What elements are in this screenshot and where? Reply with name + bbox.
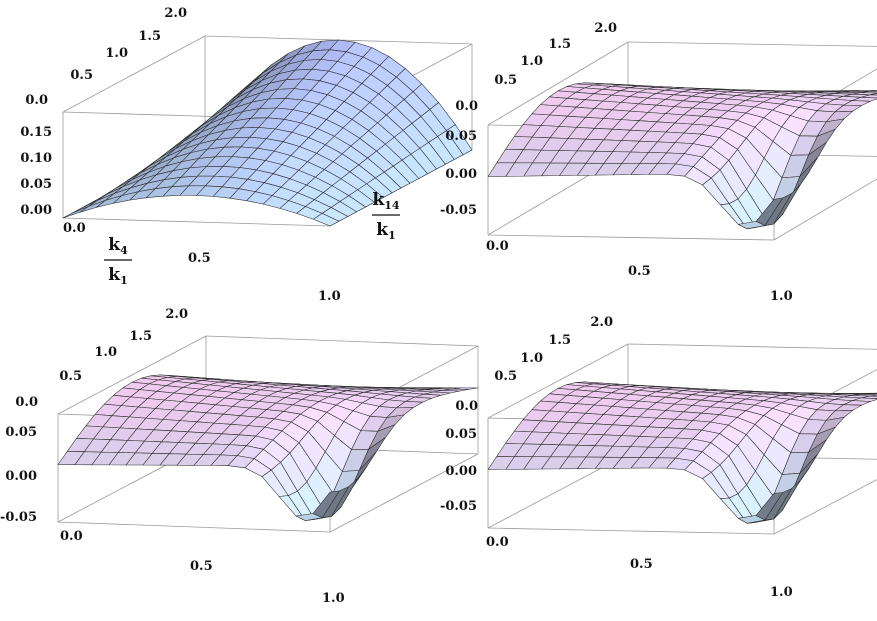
x-tick-label: 1.0 <box>318 289 341 304</box>
x-tick-label: 1.0 <box>770 289 793 304</box>
y-tick-label: 1.5 <box>129 329 152 344</box>
x-tick-label: 1.0 <box>770 585 793 600</box>
z-tick-label: -0.05 <box>440 499 477 514</box>
y-tick-label: 2.0 <box>594 21 617 36</box>
x-tick-label: 0.5 <box>190 559 213 574</box>
y-tick-label: 1.5 <box>548 333 571 348</box>
y-tick-label: 0.0 <box>15 395 38 410</box>
x-tick-label: 1.0 <box>322 591 345 606</box>
z-tick-label: -0.05 <box>0 510 37 525</box>
y-tick-label: 0.0 <box>455 99 478 114</box>
svg-text:k4: k4 <box>108 235 128 257</box>
y-tick-label: 0.5 <box>494 369 517 384</box>
surface-cell <box>313 213 340 227</box>
surface-cell <box>312 490 340 518</box>
y-tick-label: 0.5 <box>494 73 517 88</box>
y-tick-label: 1.0 <box>520 54 543 69</box>
surface-mesh <box>487 381 877 524</box>
y-tick-label: 1.5 <box>548 37 571 52</box>
y-tick-label: 0.0 <box>25 93 48 108</box>
z-tick-label: 0.00 <box>445 167 477 182</box>
surface-cell <box>755 492 784 521</box>
chart-panel-top-left: 0.0 0.5 1.0 0.0 0.5 1.0 1.52.0 0.00 0.05 0.10 0.15… <box>20 6 473 304</box>
x-tick-label: 0.0 <box>60 529 83 544</box>
surface-cell <box>62 206 89 219</box>
svg-text:k1: k1 <box>108 265 127 287</box>
y-tick-label: 2.0 <box>164 6 187 21</box>
z-tick-label: 0.00 <box>5 469 37 484</box>
z-tick-label: 0.10 <box>20 151 52 166</box>
z-tick-label: 0.00 <box>20 203 52 218</box>
y-tick-label: 1.0 <box>105 46 128 61</box>
chart-panel-bottom-left: 0.0 0.5 1.0 0.0 0.5 1.0 1.5 2.0 -0.05 0.00 0.05 <box>0 307 479 606</box>
y-tick-label: 0.0 <box>455 399 478 414</box>
z-tick-label: -0.05 <box>440 203 477 218</box>
y-tick-label: 1.0 <box>520 351 543 366</box>
surface-cell <box>755 197 784 226</box>
x-tick-label: 0.0 <box>486 535 509 550</box>
x-tick-label: 0.0 <box>486 239 509 254</box>
y-tick-label: 0.5 <box>70 68 93 83</box>
y-tick-label: 1.5 <box>138 29 161 44</box>
y-tick-label: 2.0 <box>590 315 613 330</box>
x-tick-label: 0.5 <box>628 264 651 279</box>
chart-panel-bottom-right: 0.00.51.00.00.51.01.52.0-0.050.000.05 <box>440 315 877 600</box>
z-tick-label: 0.05 <box>445 129 477 144</box>
svg-text:k1: k1 <box>376 220 395 242</box>
z-tick-label: 0.15 <box>20 125 52 140</box>
z-tick-label: 0.05 <box>20 177 52 192</box>
x-tick-label: 0.5 <box>630 557 653 572</box>
chart-panel-top-right: 0.00.51.00.00.51.01.52.0-0.050.000.05 <box>440 21 877 304</box>
z-tick-label: 0.00 <box>445 464 477 479</box>
y-tick-label: 0.5 <box>59 369 82 384</box>
z-tick-label: 0.05 <box>5 425 37 440</box>
surface-mesh <box>57 374 479 521</box>
z-tick-label: 0.05 <box>445 427 477 442</box>
x-tick-label: 0.5 <box>188 251 211 266</box>
surface-mesh <box>487 82 877 230</box>
y-tick-label: 1.0 <box>94 345 117 360</box>
surface-mesh <box>62 39 473 227</box>
x-tick-label: 0.0 <box>63 221 86 236</box>
y-tick-label: 2.0 <box>165 307 188 322</box>
